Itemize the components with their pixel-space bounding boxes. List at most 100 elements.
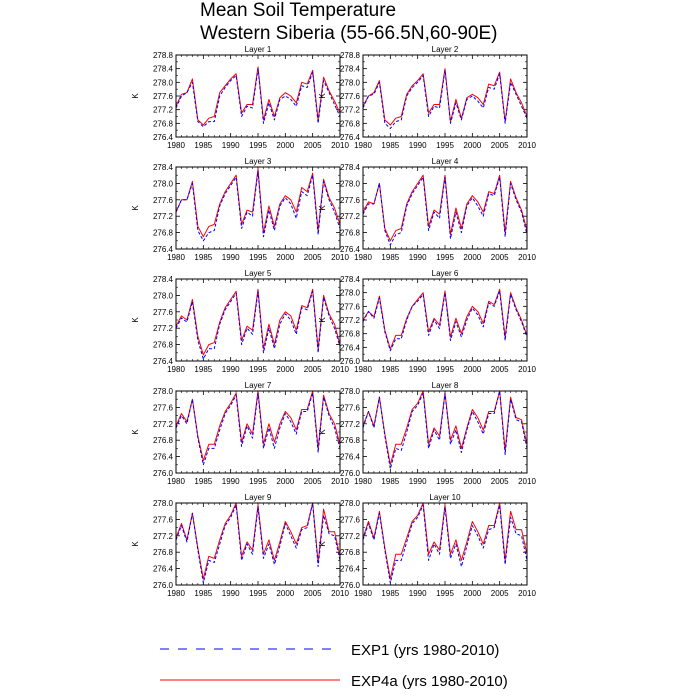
x-tick-label: 1985 [194,589,212,598]
x-tick-label: 1995 [249,477,267,486]
x-tick-label: 1980 [354,477,372,486]
x-tick-label: 2005 [304,365,322,374]
series-line-exp1 [362,290,528,352]
x-tick-label: 1980 [167,365,185,374]
y-tick-label: 278.8 [153,51,174,60]
y-tick-label: 278.4 [340,65,361,74]
x-tick-label: 1985 [381,365,399,374]
x-tick-label: 1990 [222,365,240,374]
x-tick-label: 1985 [194,141,212,150]
x-tick-label: 1990 [409,365,427,374]
panel-layer-3: Layer 3 K 1980 1985 1990 1995 2000 2005 2010 276.… [131,157,349,262]
panel-title: Layer 2 [432,45,459,54]
series-line-exp1 [175,392,341,466]
plot-frame [362,278,528,362]
y-tick-label: 277.2 [153,420,174,429]
series-line-exp4a [362,174,528,242]
x-tick-label: 2010 [518,253,536,262]
y-tick-label: 276.8 [340,436,361,445]
series-line-exp1 [362,69,528,129]
series-line-exp1 [175,170,341,242]
x-tick-label: 2000 [463,589,481,598]
x-tick-label: 2010 [331,589,349,598]
y-tick-label: 277.6 [340,92,361,101]
y-tick-label: 278.4 [153,65,174,74]
panel-layer-7: Layer 7 K 1980 1985 1990 1995 2000 2005 2010 276.… [131,381,349,486]
y-tick-label: 276.4 [153,453,174,462]
x-tick-label: 1995 [249,141,267,150]
x-tick-label: 1985 [381,141,399,150]
x-tick-label: 1980 [354,141,372,150]
plot-frame [175,54,341,138]
x-tick-label: 2005 [491,477,509,486]
y-axis-label: K [131,93,140,99]
y-tick-label: 278.4 [340,163,361,172]
y-tick-label: 277.6 [340,515,361,524]
x-tick-label: 1980 [167,141,185,150]
x-tick-label: 1985 [381,253,399,262]
y-tick-label: 277.6 [340,403,361,412]
y-tick-label: 276.4 [153,565,174,574]
y-tick-label: 277.2 [340,420,361,429]
series-line-exp1 [175,290,341,360]
x-tick-label: 1995 [249,253,267,262]
y-tick-label: 278.0 [340,78,361,87]
series-line-exp4a [175,288,341,356]
x-tick-label: 2000 [463,365,481,374]
y-tick-label: 276.4 [153,245,174,254]
plot-frame [362,54,528,138]
y-tick-label: 276.8 [340,330,361,339]
x-tick-label: 2010 [518,477,536,486]
x-tick-label: 1995 [249,365,267,374]
x-tick-label: 1980 [167,589,185,598]
y-tick-label: 276.8 [340,548,361,557]
x-tick-label: 2000 [463,141,481,150]
x-tick-label: 1980 [354,365,372,374]
x-tick-label: 2010 [331,253,349,262]
x-tick-label: 1985 [194,365,212,374]
y-tick-label: 278.4 [153,163,174,172]
y-axis-label: K [131,429,140,435]
y-tick-label: 277.6 [153,403,174,412]
x-tick-label: 2005 [304,253,322,262]
panel-title: Layer 7 [245,381,272,390]
x-tick-label: 2010 [331,141,349,150]
panel-title: Layer 1 [245,45,272,54]
x-tick-label: 1990 [409,141,427,150]
x-tick-label: 2000 [463,253,481,262]
x-tick-label: 1985 [381,589,399,598]
series-line-exp4a [362,288,528,350]
x-tick-label: 1990 [409,477,427,486]
x-tick-label: 1990 [222,477,240,486]
panel-title: Layer 9 [245,493,272,502]
panel-layer-1: Layer 1 K 1980 1985 1990 1995 2000 2005 2010 276.… [131,45,349,150]
x-tick-label: 1995 [436,141,454,150]
y-tick-label: 278.0 [153,179,174,188]
y-tick-label: 276.4 [340,343,361,352]
y-tick-label: 277.2 [340,316,361,325]
y-tick-label: 276.0 [340,581,361,590]
panel-layer-9: Layer 9 K 1980 1985 1990 1995 2000 2005 2010 276.… [131,493,349,598]
series-line-exp1 [175,68,341,128]
x-tick-label: 2010 [331,477,349,486]
y-tick-label: 278.0 [340,499,361,508]
y-axis-label: K [318,93,327,99]
x-tick-label: 2005 [304,141,322,150]
x-tick-label: 1995 [436,477,454,486]
y-tick-label: 276.4 [340,245,361,254]
series-line-exp1 [175,502,341,584]
y-tick-label: 276.4 [153,357,174,366]
y-axis-label: K [318,317,327,323]
x-tick-label: 2000 [276,141,294,150]
x-tick-label: 1980 [354,253,372,262]
x-tick-label: 2005 [304,477,322,486]
x-tick-label: 1995 [436,589,454,598]
panel-title: Layer 4 [432,157,459,166]
x-tick-label: 2000 [463,477,481,486]
x-tick-label: 2005 [491,253,509,262]
y-axis-label: K [131,205,140,211]
